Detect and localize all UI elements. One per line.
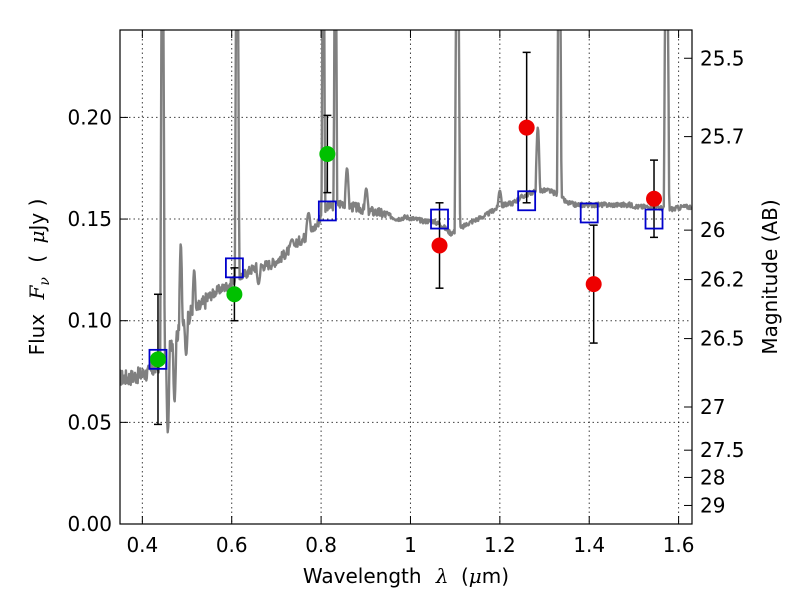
model-square-marker xyxy=(517,190,537,212)
x-axis-label: Wavelength λ (μm) xyxy=(303,564,509,588)
y2-tick-label: 26 xyxy=(700,218,725,242)
observed-red-point xyxy=(585,276,602,293)
model-spectrum-line xyxy=(120,30,692,434)
observed-red-point xyxy=(518,119,535,136)
y2-tick-label: 27 xyxy=(700,395,725,419)
plot-frame xyxy=(119,29,693,525)
grid-lines xyxy=(120,30,692,525)
y-tick-label: 0.05 xyxy=(67,410,112,434)
y-tick-label: 0.00 xyxy=(67,512,112,536)
model-square-marker xyxy=(644,208,664,230)
axis-ticks: 0.4 0.6 0.8 1 1.2 1.4 1.6 0.00 0.05 0.10 0.15 0.20 2… xyxy=(67,30,745,557)
y-tick-label: 0.10 xyxy=(67,309,112,333)
y2-tick-label: 29 xyxy=(700,493,725,517)
y2-tick-label: 26.2 xyxy=(700,268,745,292)
y2-tick-label: 25.5 xyxy=(700,46,745,70)
observed-red-point xyxy=(431,237,448,254)
observed-green-point xyxy=(149,351,166,368)
y-tick-label: 0.20 xyxy=(67,105,112,129)
y2-tick-label: 28 xyxy=(700,465,725,489)
x-tick-label: 1.2 xyxy=(484,533,516,557)
model-photometry-layer xyxy=(148,190,664,370)
observed-green-point xyxy=(319,146,336,163)
observed-red-point xyxy=(646,190,663,207)
model-square-marker xyxy=(579,202,599,224)
x-tick-label: 1 xyxy=(404,533,417,557)
x-tick-label: 1.6 xyxy=(663,533,695,557)
model-square-marker xyxy=(148,348,168,370)
model-square-marker xyxy=(430,208,449,230)
x-tick-label: 1.4 xyxy=(573,533,605,557)
x-tick-label: 0.8 xyxy=(305,533,337,557)
x-tick-label: 0.4 xyxy=(126,533,158,557)
observed-photometry-layer xyxy=(149,119,663,368)
observed-green-point xyxy=(226,286,243,303)
model-square-marker xyxy=(317,200,337,222)
model-square-marker xyxy=(224,257,244,279)
y-axis-label: Flux Fν ( μJy ) xyxy=(25,199,54,356)
error-bars-layer xyxy=(153,51,659,426)
y2-tick-label: 25.7 xyxy=(700,125,745,149)
model-spectrum-layer xyxy=(120,30,692,434)
y2-tick-label: 27.5 xyxy=(700,438,745,462)
y2-axis-label: Magnitude (AB) xyxy=(758,199,782,354)
y2-tick-label: 26.5 xyxy=(700,327,745,351)
x-tick-label: 0.6 xyxy=(216,533,248,557)
y-tick-label: 0.15 xyxy=(67,207,112,231)
